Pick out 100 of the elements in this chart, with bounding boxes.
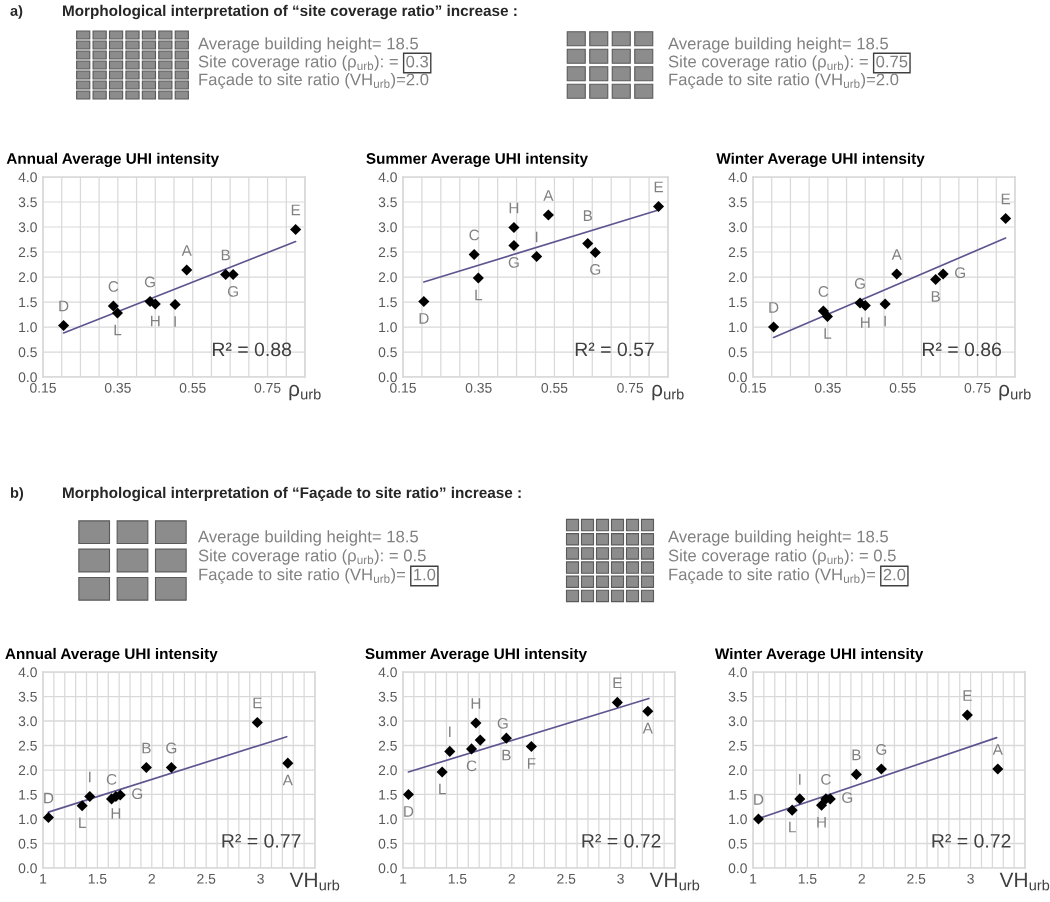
point — [470, 717, 482, 729]
y-tick-label: 3.0 — [728, 222, 747, 233]
annotation: I — [174, 316, 176, 327]
y-tick-label: 0.0 — [378, 863, 397, 874]
x-tick-label: 2 — [508, 873, 515, 884]
annotation: B — [852, 749, 861, 761]
y-tick-label: 2.5 — [18, 740, 37, 751]
text: a) — [10, 5, 23, 19]
annotation: D — [419, 313, 429, 324]
y-tick-label: 3.0 — [378, 716, 397, 727]
y-tick-label: 1.0 — [19, 814, 37, 825]
annotation: G — [842, 792, 853, 804]
x-tick-label: 1 — [400, 874, 407, 884]
chart-title: Winter Average UHI intensity — [716, 152, 925, 167]
point — [169, 298, 181, 311]
point — [794, 793, 806, 805]
point — [525, 740, 537, 753]
annotation: A — [543, 190, 554, 201]
y-tick-label: 2.0 — [378, 272, 397, 283]
text: 1.0 — [414, 568, 436, 581]
annotation: C — [108, 281, 119, 292]
annotation: H — [509, 202, 519, 214]
x-tick-label: 1.5 — [448, 874, 467, 884]
point — [474, 734, 486, 746]
point — [821, 310, 834, 323]
chart-title: Summer Average UHI intensity — [366, 152, 588, 167]
annotation: E — [1001, 193, 1011, 205]
point — [531, 250, 543, 263]
y-tick-label: 0.0 — [728, 863, 747, 874]
x-axis-title: VH$_{urb}$ — [289, 872, 340, 891]
annotation: B — [221, 249, 230, 261]
y-tick-label: 1.5 — [379, 297, 397, 308]
annotation: R² = 0.86 — [922, 342, 1002, 357]
annotation: D — [769, 302, 779, 313]
y-tick-label: 1.5 — [19, 297, 37, 308]
point — [472, 272, 484, 284]
annotation: A — [891, 249, 902, 260]
y-tick-label: 2.0 — [728, 765, 747, 776]
annotation: C — [818, 286, 829, 297]
annotation: R² = 0.88 — [212, 342, 292, 357]
annotation: G — [876, 744, 887, 755]
y-tick-label: 0.5 — [378, 838, 397, 849]
annotation: G — [166, 742, 177, 754]
annotation: B — [931, 291, 940, 302]
annotation: B — [502, 749, 511, 761]
point — [500, 732, 512, 744]
x-tick-label: 1.5 — [88, 874, 107, 884]
point — [43, 811, 54, 824]
x-tick-label: 0.35 — [465, 382, 492, 393]
y-tick-label: 1.5 — [19, 789, 37, 800]
annotation: L — [789, 821, 796, 833]
y-tick-label: 0.5 — [18, 838, 37, 849]
x-tick-label: 0.15 — [30, 382, 56, 393]
annotation: E — [654, 181, 663, 193]
x-tick-label: 2 — [858, 873, 865, 884]
y-tick-label: 3.5 — [18, 197, 37, 208]
annotation: D — [754, 794, 764, 805]
annotation: H — [817, 816, 826, 828]
y-tick-label: 2.5 — [728, 740, 747, 751]
annotation: I — [884, 315, 886, 327]
y-tick-label: 2.5 — [378, 740, 397, 751]
annotation: E — [253, 697, 262, 709]
annotation: E — [963, 690, 972, 701]
text: b) — [10, 487, 24, 501]
point — [444, 745, 456, 757]
text: Site coverage ratio (ρ$_{urb}$): = 0.5 — [198, 549, 426, 565]
annotation: L — [114, 324, 122, 336]
annotation: L — [79, 817, 86, 828]
annotation: E — [291, 204, 301, 216]
point — [290, 223, 302, 236]
point — [111, 307, 124, 319]
annotation: D — [59, 300, 69, 312]
annotation: L — [824, 328, 832, 339]
text: Façade to site ratio (VH$_{urb}$)=2.0 — [669, 73, 899, 89]
y-tick-label: 3.0 — [728, 716, 747, 727]
annotation: L — [475, 289, 483, 301]
annotation: G — [590, 264, 601, 275]
annotation: H — [151, 315, 160, 327]
annotation: I — [449, 726, 451, 738]
x-tick-label: 3 — [967, 873, 974, 884]
x-tick-label: 1.5 — [798, 874, 817, 884]
annotation: H — [471, 698, 481, 709]
annotation: E — [613, 677, 622, 689]
y-tick-label: 1.0 — [379, 814, 397, 825]
text: Average building height= 18.5 — [198, 530, 419, 546]
point — [961, 709, 973, 721]
y-tick-label: 1.0 — [729, 814, 747, 825]
y-tick-label: 4.0 — [18, 172, 37, 183]
x-tick-label: 2.5 — [557, 873, 576, 884]
point — [875, 763, 887, 775]
x-tick-label: 0.75 — [964, 382, 991, 393]
y-tick-label: 4.0 — [18, 667, 37, 678]
text: Site coverage ratio (ρ$_{urb}$): = — [668, 55, 868, 71]
point — [891, 268, 903, 280]
x-tick-label: 0.55 — [541, 382, 568, 393]
point — [992, 763, 1004, 775]
y-tick-label: 3.5 — [18, 691, 37, 702]
chart-title: Annual Average UHI intensity — [6, 152, 220, 167]
text: Façade to site ratio (VH$_{urb}$)= — [669, 568, 875, 584]
text: Site coverage ratio (ρ$_{urb}$): = 0.5 — [668, 549, 896, 565]
